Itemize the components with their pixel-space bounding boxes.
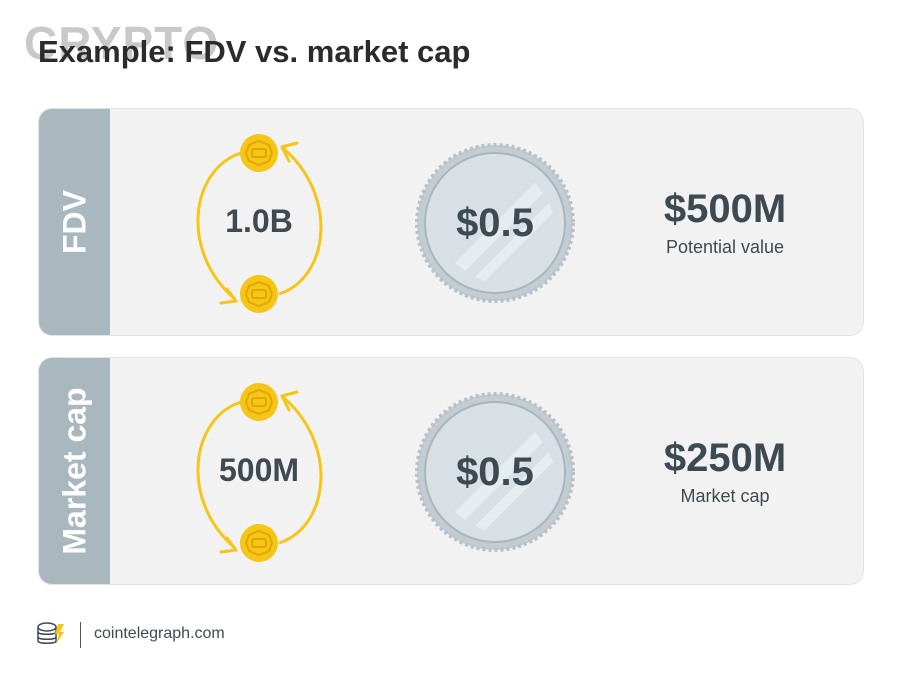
fdv-caption: Potential value xyxy=(665,237,785,257)
market-cap-caption: Market cap xyxy=(680,486,770,506)
coin-top-icon xyxy=(240,383,278,421)
coin-top-icon xyxy=(240,134,278,172)
cycle-arrows-icon xyxy=(196,134,323,313)
fdv-value-block: $500M Potential value xyxy=(625,185,825,258)
market-cap-supply-cycle: 500M xyxy=(179,380,339,565)
market-cap-side-label: Market cap xyxy=(56,387,92,555)
cycle-arrows-icon xyxy=(196,383,323,562)
fdv-side-label: FDV xyxy=(56,190,92,254)
market-cap-supply-value: 500M xyxy=(218,452,300,488)
fdv-side-bar: FDV xyxy=(39,109,110,335)
footer-divider xyxy=(80,622,81,648)
coin-bottom-icon xyxy=(240,275,278,313)
cointelegraph-logo-icon xyxy=(37,622,64,644)
market-cap-price-coin: $0.5 xyxy=(415,392,575,552)
fdv-supply-cycle: 1.0B xyxy=(179,131,339,316)
market-cap-value-block: $250M Market cap xyxy=(625,434,825,507)
silver-coin-icon xyxy=(415,392,575,552)
coin-bottom-icon xyxy=(240,524,278,562)
fdv-value: $500M xyxy=(663,187,787,231)
silver-coin-icon xyxy=(415,143,575,303)
market-cap-token-price: $0.5 xyxy=(456,450,534,494)
fdv-price-coin: $0.5 xyxy=(415,143,575,303)
page-title: Example: FDV vs. market cap xyxy=(38,34,471,69)
footer-domain: cointelegraph.com xyxy=(94,625,225,642)
fdv-token-price: $0.5 xyxy=(456,201,534,245)
market-cap-panel: Market cap 500M $0.5 xyxy=(38,357,864,585)
watermark-text: CRYPTO xyxy=(24,17,220,69)
fdv-panel: FDV 1.0B $0.5 xyxy=(38,108,864,336)
fdv-supply-value: 1.0B xyxy=(225,203,293,239)
market-cap-side-bar: Market cap xyxy=(39,358,110,584)
market-cap-value: $250M xyxy=(663,436,787,480)
